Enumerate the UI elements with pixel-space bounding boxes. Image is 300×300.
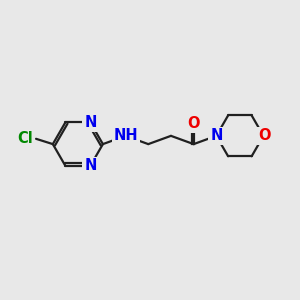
Text: Cl: Cl (17, 131, 33, 146)
Text: N: N (84, 115, 97, 130)
Text: NH: NH (113, 128, 138, 143)
Text: N: N (84, 158, 97, 173)
Text: O: O (258, 128, 271, 143)
Text: N: N (210, 128, 223, 143)
Text: O: O (188, 116, 200, 131)
